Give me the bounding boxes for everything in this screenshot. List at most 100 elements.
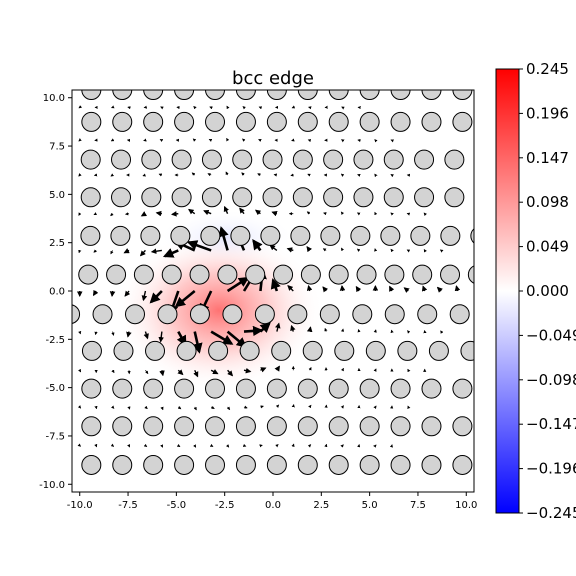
atom <box>170 225 191 246</box>
atom <box>200 225 221 246</box>
atom <box>239 340 260 361</box>
colorbar-tick-label: 0.147 <box>526 149 569 167</box>
displacement-arrow <box>423 212 427 216</box>
displacement-arrow <box>218 226 229 251</box>
atom <box>352 304 373 325</box>
displacement-arrow <box>439 249 444 253</box>
displacement-arrow <box>174 289 196 308</box>
displacement-arrow <box>258 139 262 142</box>
atom <box>189 304 210 325</box>
displacement-arrow <box>306 211 311 215</box>
displacement-arrow <box>374 211 378 216</box>
x-tick-label: 10.0 <box>455 500 477 511</box>
atom <box>300 264 321 285</box>
atom <box>141 187 162 208</box>
atom <box>470 228 474 244</box>
atom <box>297 378 318 399</box>
displacement-arrow <box>243 405 248 409</box>
displacement-arrow <box>124 290 131 297</box>
atom <box>143 454 164 475</box>
atom <box>80 225 101 246</box>
x-axis: -10.0 -7.5 -5.0 -2.5 0.0 2.5 5.0 7.5 10.0 <box>67 492 477 511</box>
displacement-arrow <box>149 290 163 304</box>
displacement-arrow <box>374 139 378 143</box>
atom <box>380 225 401 246</box>
atom <box>217 264 238 285</box>
displacement-arrow <box>406 249 411 253</box>
displacement-arrow <box>260 367 267 373</box>
atom <box>208 340 229 361</box>
atom <box>467 265 474 284</box>
displacement-arrow <box>176 443 181 447</box>
displacement-arrow <box>162 248 179 258</box>
displacement-arrow <box>93 249 97 253</box>
atom <box>328 454 349 475</box>
y-tick-label: 10.0 <box>43 93 65 104</box>
displacement-arrow <box>307 444 312 448</box>
atom <box>452 90 473 100</box>
atom <box>421 416 442 437</box>
atom <box>262 149 283 170</box>
atom <box>266 111 287 132</box>
displacement-arrow <box>123 248 130 254</box>
displacement-arrow <box>158 173 163 177</box>
displacement-arrow <box>110 212 114 217</box>
displacement-arrow <box>241 172 245 176</box>
atom <box>421 90 442 100</box>
displacement-arrow <box>142 173 146 177</box>
atom <box>328 264 349 285</box>
colorbar-tick-label: −0.049 <box>526 326 576 344</box>
atom <box>112 111 133 132</box>
atom <box>460 340 474 361</box>
displacement-arrow <box>307 173 311 177</box>
atom <box>106 264 127 285</box>
atom <box>143 111 164 132</box>
displacement-arrow <box>339 285 346 292</box>
atom <box>444 187 465 208</box>
atom <box>353 187 374 208</box>
colorbar-tick-label: −0.196 <box>526 460 576 478</box>
atom <box>475 150 494 169</box>
atom <box>390 378 411 399</box>
colorbar-tick-label: −0.098 <box>526 371 576 389</box>
displacement-arrow <box>210 405 215 409</box>
atom <box>143 378 164 399</box>
displacement-arrow <box>77 405 82 409</box>
displacement-arrow <box>355 285 362 293</box>
x-tick-label: -2.5 <box>215 500 235 511</box>
atom <box>428 340 449 361</box>
atom <box>328 90 349 100</box>
displacement-arrow <box>259 322 271 333</box>
atom <box>205 454 226 475</box>
atom <box>145 340 166 361</box>
x-tick-label: -10.0 <box>67 500 93 511</box>
atom <box>421 378 442 399</box>
atom <box>232 149 253 170</box>
displacement-arrow <box>110 138 115 142</box>
atom <box>235 454 256 475</box>
displacement-arrow <box>243 367 252 374</box>
colorbar-tick-label: 0.196 <box>526 104 569 122</box>
displacement-arrow <box>78 330 82 335</box>
displacement-arrow <box>373 444 377 448</box>
atom <box>205 416 226 437</box>
displacement-arrow <box>324 327 328 332</box>
displacement-arrow <box>390 174 394 178</box>
atom <box>292 149 313 170</box>
atom <box>297 416 318 437</box>
displacement-arrow <box>257 173 261 177</box>
atom <box>440 264 461 285</box>
displacement-arrow <box>203 209 212 216</box>
colorbar-tick-label: −0.147 <box>526 415 576 433</box>
displacement-arrow <box>356 212 361 216</box>
displacement-arrow <box>454 285 461 292</box>
atom <box>161 264 182 285</box>
atom <box>266 378 287 399</box>
displacement-arrow <box>77 443 82 447</box>
displacement-arrow <box>193 105 197 110</box>
atom <box>452 378 473 399</box>
atom <box>235 416 256 437</box>
atom <box>452 416 473 437</box>
atom <box>452 454 473 475</box>
atom <box>232 187 253 208</box>
